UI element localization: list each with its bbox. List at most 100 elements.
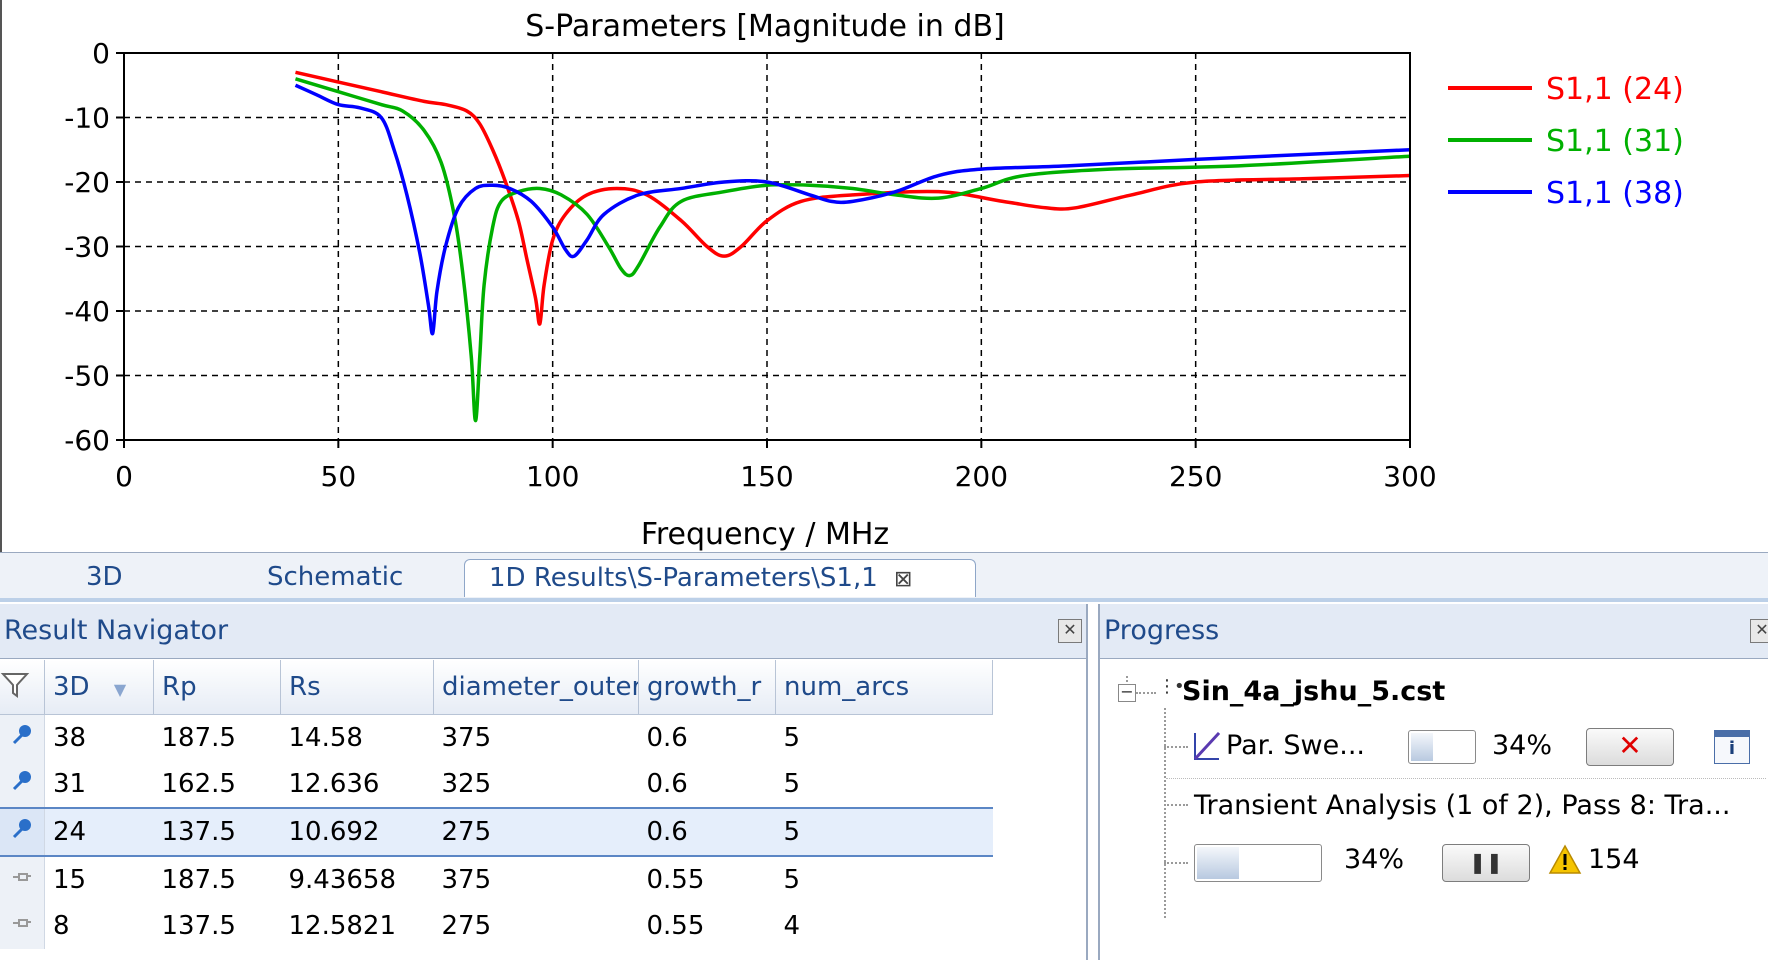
cell-rp: 187.5: [161, 865, 236, 895]
column-header-num-arcs-label: num_arcs: [784, 672, 910, 702]
cell-num-arcs: 5: [775, 807, 993, 857]
column-header-num-arcs[interactable]: num_arcs: [775, 660, 993, 715]
cell-growth: 0.55: [646, 911, 705, 941]
collapse-tree-icon[interactable]: −: [1118, 684, 1136, 702]
table-header-row: 3D ▼ Rp Rs diameter_outer growth_r num_a…: [0, 660, 993, 715]
unpinned-icon[interactable]: [0, 903, 45, 949]
close-tab-icon[interactable]: ⊠: [894, 567, 913, 592]
parameter-sweep-progress-fill: [1411, 733, 1433, 761]
cell-growth: 0.6: [646, 723, 688, 753]
cell-growth: 0.6: [646, 769, 688, 799]
legend-label-1[interactable]: S1,1 (31): [1546, 124, 1684, 159]
cell-rs: 10.692: [280, 807, 434, 857]
progress-panel: Progress ✕ − ⋮• Sin_4a_jshu_5.cst Par. S…: [1098, 604, 1768, 960]
series-line-2[interactable]: [294, 83, 1411, 336]
cell-diameter-outer: 325: [441, 769, 492, 799]
pause-button[interactable]: ❚❚: [1442, 844, 1530, 882]
warning-icon[interactable]: [1548, 844, 1582, 880]
series-line-1[interactable]: [294, 77, 1411, 423]
unpinned-icon[interactable]: [0, 856, 45, 903]
y-tick-label: -30: [64, 231, 110, 264]
project-icon: ⋮•: [1158, 676, 1185, 697]
table-row[interactable]: 24 137.5 10.692 275 0.6 5: [0, 807, 993, 857]
x-tick-label: 0: [115, 460, 133, 493]
table-row[interactable]: 31 162.5 12.636 325 0.6 5: [0, 761, 993, 808]
cell-rp: 137.5: [161, 911, 236, 941]
transient-progress-bar: [1194, 844, 1322, 882]
column-header-rs[interactable]: Rs: [280, 660, 434, 715]
tree-connector: [1164, 804, 1188, 806]
cell-rs: 12.5821: [288, 911, 397, 941]
cell-3d: 31: [53, 769, 87, 799]
tab-schematic-label: Schematic: [267, 562, 404, 592]
cell-rp: 137.5: [153, 807, 281, 857]
info-button[interactable]: i: [1714, 730, 1750, 764]
column-header-growth[interactable]: growth_r: [638, 660, 776, 715]
result-navigator-table: 3D ▼ Rp Rs diameter_outer growth_r num_a…: [0, 660, 993, 949]
close-progress-panel-icon[interactable]: ✕: [1750, 619, 1768, 643]
cell-rs: 9.43658: [288, 865, 397, 895]
column-header-diameter-outer-label: diameter_outer: [442, 672, 639, 702]
column-header-diameter-outer[interactable]: diameter_outer: [433, 660, 639, 715]
chart-series: [294, 70, 1411, 423]
column-header-3d[interactable]: 3D ▼: [44, 660, 154, 715]
cell-growth: 0.55: [646, 865, 705, 895]
cell-3d: 38: [53, 723, 87, 753]
cell-rs: 14.58: [288, 723, 363, 753]
x-tick-label: 250: [1169, 460, 1222, 493]
legend-label-2[interactable]: S1,1 (38): [1546, 176, 1684, 211]
x-tick-label: 50: [321, 460, 357, 493]
column-header-rp-label: Rp: [162, 672, 197, 702]
result-navigator-rows: 38 187.5 14.58 375 0.6 5 31 162.5 12.636 325 0.6 5 2…: [0, 714, 993, 949]
cell-rp: 187.5: [161, 723, 236, 753]
legend-label-0[interactable]: S1,1 (24): [1546, 72, 1684, 107]
transient-analysis-label: Transient Analysis (1 of 2), Pass 8: Tra…: [1194, 790, 1731, 821]
x-tick-label: 150: [740, 460, 793, 493]
abort-sweep-button[interactable]: ✕: [1586, 728, 1674, 766]
cell-3d: 15: [53, 865, 87, 895]
pin-icon[interactable]: [0, 714, 45, 761]
cell-diameter-outer: 275: [433, 807, 639, 857]
y-tick-label: -50: [64, 360, 110, 393]
tab-schematic[interactable]: Schematic: [267, 559, 403, 597]
cell-rs: 12.636: [288, 769, 380, 799]
cell-num-arcs: 4: [783, 911, 801, 941]
result-navigator-header: Result Navigator ✕: [0, 604, 1086, 659]
column-header-3d-label: 3D: [53, 672, 90, 702]
progress-title: Progress: [1104, 615, 1220, 646]
cell-num-arcs: 5: [783, 769, 801, 799]
tab-1d-results-s11[interactable]: 1D Results\S-Parameters\S1,1 ⊠: [464, 559, 976, 597]
cell-diameter-outer: 275: [441, 911, 492, 941]
table-row[interactable]: 15 187.5 9.43658 375 0.55 5: [0, 856, 993, 903]
s-parameter-chart: S-Parameters [Magnitude in dB] Frequency…: [64, 9, 1684, 552]
tab-3d[interactable]: 3D: [86, 559, 123, 597]
table-row[interactable]: 38 187.5 14.58 375 0.6 5: [0, 714, 993, 761]
cell-diameter-outer: 375: [441, 865, 492, 895]
y-tick-label: -20: [64, 166, 110, 199]
y-tick-label: 0: [92, 37, 110, 70]
transient-percent: 34%: [1344, 844, 1405, 875]
series-line-0[interactable]: [295, 70, 1411, 326]
pin-icon[interactable]: [0, 761, 45, 808]
transient-progress-fill: [1197, 847, 1240, 879]
plot-frame: [123, 52, 1411, 441]
tab-1d-results-label: 1D Results\S-Parameters\S1,1: [489, 563, 878, 593]
table-row[interactable]: 8 137.5 12.5821 275 0.55 4: [0, 903, 993, 949]
row-separator: [1166, 778, 1766, 779]
progress-header: Progress ✕: [1100, 604, 1768, 659]
result-navigator-title: Result Navigator: [4, 615, 229, 646]
pin-icon[interactable]: [0, 807, 45, 857]
column-header-rp[interactable]: Rp: [153, 660, 281, 715]
parameter-sweep-percent: 34%: [1492, 730, 1553, 761]
cell-3d: 24: [44, 807, 154, 857]
warning-count: 154: [1588, 844, 1640, 875]
x-tick-label: 100: [526, 460, 579, 493]
tree-connector: [1136, 692, 1156, 694]
chart-legend[interactable]: S1,1 (24) S1,1 (31) S1,1 (38): [1448, 72, 1684, 211]
filter-icon[interactable]: [0, 660, 45, 715]
y-tick-label: -10: [64, 102, 110, 135]
close-panel-icon[interactable]: ✕: [1058, 619, 1082, 643]
tree-connector: [1164, 708, 1166, 918]
x-tick-label: 300: [1383, 460, 1436, 493]
y-tick-label: -60: [64, 424, 110, 457]
